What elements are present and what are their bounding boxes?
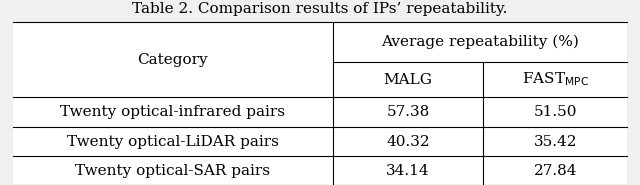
Bar xyxy=(13,22,627,185)
Text: 35.42: 35.42 xyxy=(534,134,577,149)
Text: Table 2. Comparison results of IPs’ repeatability.: Table 2. Comparison results of IPs’ repe… xyxy=(132,2,508,16)
Text: Twenty optical-SAR pairs: Twenty optical-SAR pairs xyxy=(76,164,270,178)
Text: 57.38: 57.38 xyxy=(387,105,429,119)
Text: 40.32: 40.32 xyxy=(386,134,430,149)
Text: Twenty optical-LiDAR pairs: Twenty optical-LiDAR pairs xyxy=(67,134,279,149)
Text: Twenty optical-infrared pairs: Twenty optical-infrared pairs xyxy=(60,105,285,119)
Text: 27.84: 27.84 xyxy=(534,164,577,178)
Text: MALG: MALG xyxy=(383,73,433,87)
Text: Average repeatability (%): Average repeatability (%) xyxy=(381,34,579,49)
Text: FAST$_{\mathrm{MPC}}$: FAST$_{\mathrm{MPC}}$ xyxy=(522,71,589,88)
Text: 51.50: 51.50 xyxy=(534,105,577,119)
Text: Category: Category xyxy=(138,53,208,67)
Text: 34.14: 34.14 xyxy=(386,164,430,178)
